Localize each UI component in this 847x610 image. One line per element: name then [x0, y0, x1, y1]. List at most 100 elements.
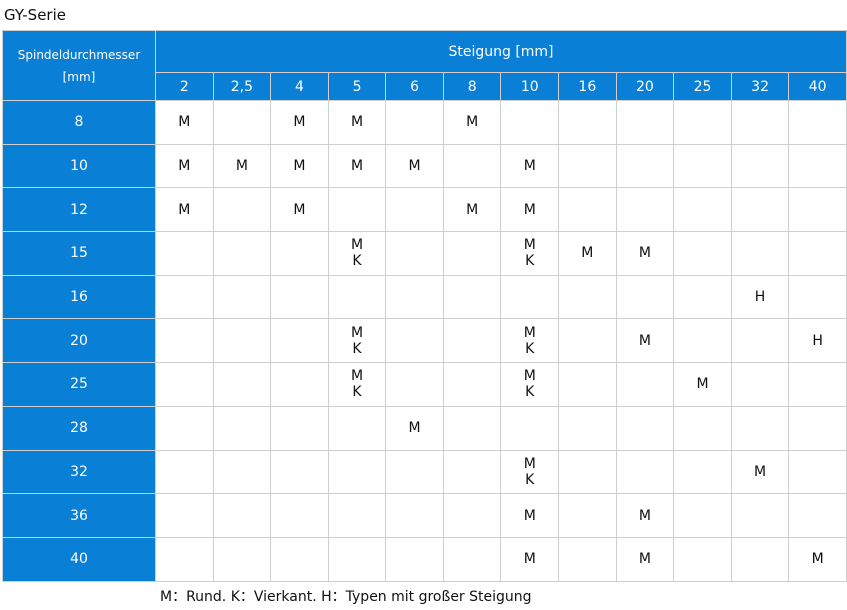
type-cell: [730, 187, 790, 233]
type-cell: [327, 493, 387, 538]
type-cell: [558, 362, 617, 407]
type-cell: [558, 536, 617, 582]
type-cell: [730, 318, 790, 364]
type-cell: [615, 405, 675, 451]
type-cell: [673, 231, 732, 276]
type-cell: M: [442, 100, 502, 145]
type-cell: [442, 449, 502, 495]
type-cell: M K: [327, 231, 387, 276]
type-cell: [788, 231, 847, 276]
type-cell: [442, 143, 502, 189]
type-cell: [155, 231, 214, 276]
type-cell: [673, 100, 732, 145]
type-cell: [212, 318, 272, 364]
type-cell: [270, 405, 329, 451]
type-cell: [385, 493, 444, 538]
type-cell: [270, 318, 329, 364]
type-cell: M: [730, 449, 790, 495]
legend-note: M：Rund. K：Vierkant. H：Typen mit großer S…: [160, 589, 532, 605]
type-cell: [270, 274, 329, 320]
type-cell: [442, 274, 502, 320]
type-cell: M: [270, 100, 329, 145]
type-cell: [615, 187, 675, 233]
pitch-column-header: 2: [155, 72, 214, 101]
type-cell: [212, 362, 272, 407]
pitch-column-header: 4: [270, 72, 329, 101]
type-cell: H: [730, 274, 790, 320]
type-cell: M: [212, 143, 272, 189]
type-cell: H: [788, 318, 847, 364]
type-cell: M: [270, 143, 329, 189]
type-cell: M K: [327, 318, 387, 364]
type-cell: [730, 143, 790, 189]
pitch-column-header: 32: [730, 72, 790, 101]
diameter-cell: 12: [2, 187, 156, 233]
pitch-column-headers: 2 2,5 4 5 6 8 10 16 20 25 32 40: [3, 72, 847, 101]
type-cell: [270, 536, 329, 582]
corner-header: Spindeldurchmesser [mm]: [2, 30, 156, 101]
diameter-cell: 20: [2, 318, 156, 364]
type-cell: [558, 143, 617, 189]
diameter-cell: 16: [2, 274, 156, 320]
type-cell: [327, 536, 387, 582]
pitch-group-header: Steigung [mm]: [155, 30, 847, 73]
diameter-cell: 10: [2, 143, 156, 189]
type-cell: M K: [500, 449, 560, 495]
diameter-cell: 8: [2, 100, 156, 145]
type-cell: [212, 231, 272, 276]
pitch-column-header: 40: [788, 72, 847, 101]
type-cell: [730, 493, 790, 538]
type-cell: [558, 100, 617, 145]
type-cell: [385, 100, 444, 145]
type-cell: [615, 143, 675, 189]
type-cell: [212, 274, 272, 320]
page-title: GY-Serie: [4, 6, 66, 24]
type-cell: M K: [500, 318, 560, 364]
type-cell: [788, 449, 847, 495]
type-cell: [270, 449, 329, 495]
type-cell: M: [500, 493, 560, 538]
type-cell: [788, 493, 847, 538]
type-cell: [558, 274, 617, 320]
type-cell: M: [615, 536, 675, 582]
type-cell: M K: [327, 362, 387, 407]
table-row: 28 M: [2, 405, 847, 451]
type-cell: [385, 274, 444, 320]
pitch-column-header: 6: [385, 72, 444, 101]
type-cell: [327, 449, 387, 495]
type-cell: [730, 100, 790, 145]
type-cell: [155, 362, 214, 407]
type-cell: [673, 318, 732, 364]
type-cell: [442, 405, 502, 451]
pitch-column-header: 8: [442, 72, 502, 101]
type-cell: [673, 274, 732, 320]
diameter-cell: 36: [2, 493, 156, 538]
type-cell: [442, 493, 502, 538]
type-cell: [615, 274, 675, 320]
type-cell: [730, 536, 790, 582]
table-row: 40 M M M: [2, 536, 847, 582]
type-cell: [385, 318, 444, 364]
type-cell: [385, 536, 444, 582]
type-cell: [212, 449, 272, 495]
type-cell: M: [442, 187, 502, 233]
diameter-cell: 25: [2, 362, 156, 407]
type-cell: [673, 143, 732, 189]
type-cell: M: [155, 143, 214, 189]
table-row: 16 H: [2, 274, 847, 320]
type-cell: [500, 274, 560, 320]
type-cell: M: [615, 318, 675, 364]
type-cell: [615, 362, 675, 407]
type-cell: [155, 274, 214, 320]
type-cell: [788, 187, 847, 233]
type-cell: [155, 449, 214, 495]
type-cell: [155, 318, 214, 364]
table-row: 36 M M: [2, 493, 847, 538]
type-cell: [500, 100, 560, 145]
type-cell: [155, 536, 214, 582]
type-cell: [788, 143, 847, 189]
type-cell: [558, 187, 617, 233]
gy-series-table: Spindeldurchmesser [mm] Steigung [mm] 2 2…: [2, 30, 847, 582]
